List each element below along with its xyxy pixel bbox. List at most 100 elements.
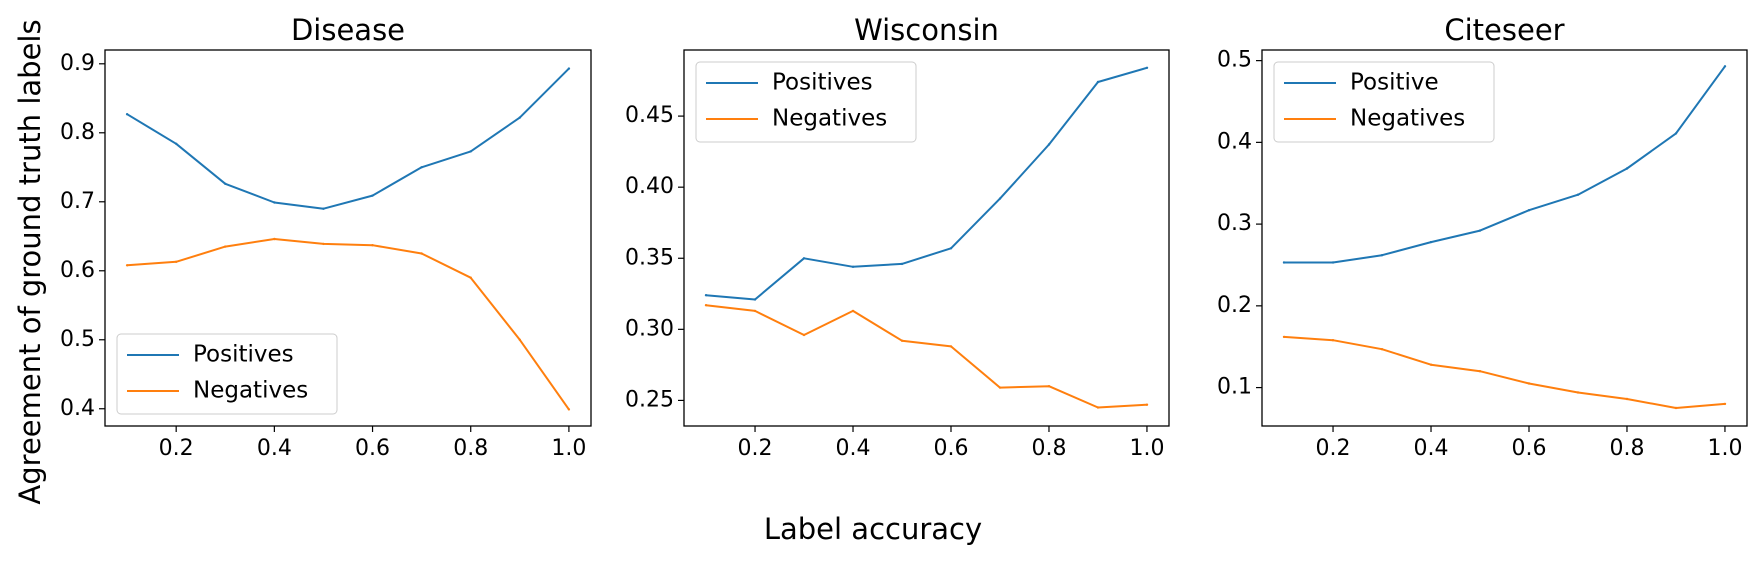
legend-label: Negatives — [193, 378, 308, 404]
subplot-title: Disease — [291, 13, 405, 47]
data-point — [1282, 335, 1286, 339]
legend-label: Positives — [772, 70, 873, 96]
data-point — [900, 262, 904, 266]
x-tick-label: 1.0 — [1129, 436, 1164, 461]
y-tick-label: 0.45 — [625, 103, 674, 128]
data-point — [1576, 391, 1580, 394]
data-point — [125, 113, 129, 116]
subplot-title: Wisconsin — [854, 13, 999, 47]
data-point — [1145, 403, 1149, 406]
x-tick-label: 0.2 — [159, 436, 194, 461]
legend-label: Negatives — [1350, 106, 1465, 132]
data-point — [1527, 209, 1531, 212]
legend: Positive Negatives — [1273, 61, 1495, 143]
y-tick-label: 0.8 — [60, 120, 95, 145]
data-point — [322, 242, 325, 246]
data-point — [1674, 132, 1678, 135]
subplot-title: Citeseer — [1444, 13, 1564, 47]
x-tick-label: 0.4 — [257, 436, 292, 461]
data-point — [1096, 80, 1100, 84]
data-point — [753, 309, 757, 313]
legend-label: Negatives — [772, 106, 887, 132]
data-point — [224, 245, 227, 248]
data-point — [851, 309, 855, 313]
data-point — [273, 201, 276, 204]
data-point — [704, 294, 708, 297]
data-point — [1478, 229, 1482, 232]
data-point — [1625, 397, 1629, 401]
data-point — [322, 207, 325, 210]
x-tick-label: 0.8 — [453, 436, 488, 461]
data-point — [371, 194, 374, 197]
data-point — [1723, 65, 1727, 68]
x-tick-label: 0.8 — [1031, 436, 1066, 461]
y-tick-label: 0.9 — [60, 51, 95, 76]
data-point — [224, 182, 227, 185]
y-tick-label: 0.40 — [625, 174, 674, 199]
y-tick-label: 0.4 — [1217, 129, 1252, 154]
data-point — [1723, 402, 1727, 406]
x-tick-label: 0.2 — [1316, 436, 1351, 461]
data-point — [1429, 363, 1433, 366]
y-tick-label: 0.5 — [60, 327, 95, 352]
x-tick-label: 0.6 — [355, 436, 390, 461]
data-point — [371, 244, 374, 247]
data-point — [1047, 385, 1051, 388]
axes-frame — [104, 49, 592, 427]
data-point — [1096, 406, 1100, 409]
subplot-wisconsin: Wisconsin 0.2 0.4 0.6 0.8 1.0 0.25 0.30 0.35 0.40… — [625, 13, 1170, 461]
series-line-positives — [705, 66, 1148, 301]
y-tick-label: 0.7 — [60, 189, 95, 214]
y-tick-label: 0.1 — [1217, 375, 1252, 400]
x-tick-label: 1.0 — [551, 436, 586, 461]
series-line-negatives — [127, 238, 570, 410]
x-tick-label: 0.6 — [933, 436, 968, 461]
series-line-negatives — [1283, 335, 1726, 409]
data-point — [1145, 66, 1149, 70]
legend: Positives Negatives — [116, 333, 338, 415]
data-point — [1625, 167, 1629, 170]
data-point — [273, 237, 276, 241]
data-point — [1478, 370, 1482, 373]
data-point — [1674, 406, 1678, 410]
data-point — [469, 276, 472, 279]
data-point — [1380, 254, 1384, 257]
shared-ylabel: Agreement of ground truth labels — [13, 19, 47, 504]
y-tick-label: 0.30 — [625, 316, 674, 341]
legend-label: Positives — [193, 342, 294, 368]
axes-frame — [1261, 49, 1748, 427]
data-point — [420, 166, 423, 169]
y-tick-label: 0.25 — [625, 387, 674, 412]
data-point — [949, 345, 953, 348]
y-tick-label: 0.5 — [1217, 48, 1252, 73]
data-point — [851, 265, 855, 268]
data-point — [900, 339, 904, 342]
data-point — [125, 264, 129, 267]
series-line-negatives — [705, 304, 1148, 409]
data-point — [469, 150, 472, 153]
data-point — [420, 252, 423, 255]
x-tick-label: 0.4 — [1414, 436, 1449, 461]
data-point — [753, 298, 757, 301]
data-point — [1380, 348, 1384, 351]
data-point — [518, 338, 521, 341]
data-point — [1527, 382, 1531, 385]
x-tick-label: 0.8 — [1609, 436, 1644, 461]
data-point — [1331, 339, 1335, 342]
data-point — [1047, 143, 1051, 146]
y-tick-label: 0.2 — [1217, 293, 1252, 318]
series-line-positives — [126, 67, 570, 210]
x-tick-label: 1.0 — [1707, 436, 1742, 461]
data-point — [567, 67, 571, 70]
data-point — [998, 197, 1002, 200]
data-point — [998, 386, 1002, 389]
x-tick-label: 0.2 — [738, 436, 773, 461]
data-point — [1331, 261, 1335, 264]
data-point — [1576, 193, 1580, 196]
x-tick-label: 0.4 — [836, 436, 871, 461]
y-tick-label: 0.35 — [625, 245, 674, 270]
data-point — [949, 247, 953, 250]
legend: Positives Negatives — [695, 61, 917, 143]
data-point — [802, 333, 806, 337]
